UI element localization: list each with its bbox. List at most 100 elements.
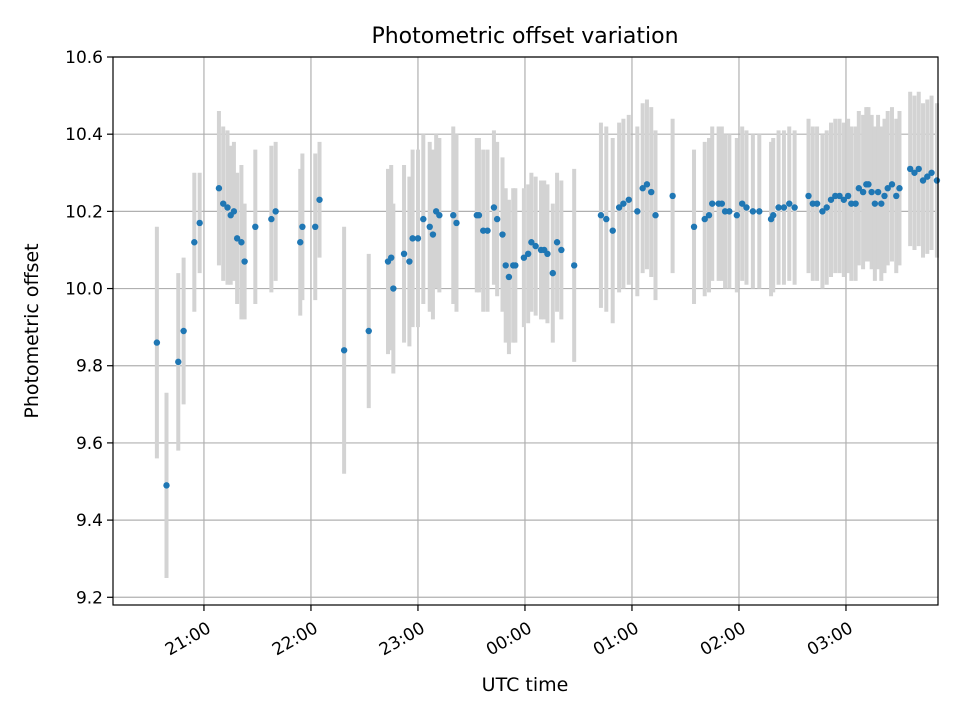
data-point (414, 235, 422, 242)
y-tick-label: 9.8 (76, 357, 103, 377)
data-point (775, 204, 782, 211)
data-point (499, 231, 506, 238)
data-point (224, 204, 231, 211)
data-point (215, 185, 223, 192)
data-point (603, 215, 610, 223)
data-point (840, 196, 848, 203)
data-point (406, 258, 413, 265)
data-point (690, 223, 698, 231)
y-tick-label: 10.2 (65, 202, 103, 222)
data-point (844, 192, 852, 200)
data-point (597, 212, 605, 219)
y-axis-label: Photometric offset (21, 243, 43, 418)
data-point (299, 223, 306, 231)
data-point (780, 204, 788, 211)
data-point (297, 239, 304, 246)
data-point (718, 200, 726, 207)
data-point (220, 200, 227, 207)
y-tick-label: 10.0 (65, 280, 103, 300)
data-point (520, 254, 528, 261)
data-point (743, 204, 750, 211)
data-point (426, 223, 433, 231)
data-point (241, 258, 248, 265)
data-point (450, 212, 457, 219)
data-point (609, 227, 616, 234)
data-point (453, 219, 460, 227)
data-point (625, 196, 632, 203)
data-point (871, 200, 879, 207)
y-tick-label: 9.4 (76, 511, 103, 531)
y-tick-label: 9.6 (76, 434, 103, 454)
data-point (153, 339, 161, 346)
data-point (553, 239, 561, 246)
data-point (874, 188, 882, 196)
data-point (928, 169, 935, 176)
data-point (549, 269, 556, 277)
data-point (705, 212, 713, 219)
data-point (756, 208, 763, 215)
data-point (390, 285, 397, 292)
data-point (896, 185, 903, 192)
data-point (906, 165, 914, 173)
data-point (233, 235, 241, 242)
data-point (196, 219, 203, 227)
data-point (570, 262, 578, 269)
data-point (558, 246, 565, 254)
data-point (388, 254, 395, 261)
data-point (648, 188, 655, 196)
data-point (524, 250, 532, 258)
data-point (502, 262, 509, 269)
data-point (505, 273, 513, 281)
data-point (615, 204, 623, 211)
data-point (827, 196, 835, 203)
data-point (738, 200, 746, 207)
data-point (669, 192, 676, 200)
data-point (175, 358, 182, 366)
data-point (836, 192, 843, 200)
data-point (884, 185, 891, 192)
data-point (813, 200, 821, 207)
data-point (475, 212, 483, 219)
data-point (915, 165, 922, 173)
data-point (409, 235, 416, 242)
data-point (512, 262, 519, 269)
data-point (888, 181, 896, 188)
data-point (180, 327, 187, 335)
data-point (791, 204, 798, 211)
data-point (191, 239, 198, 246)
data-point (493, 215, 501, 223)
data-point (652, 212, 659, 219)
data-point (749, 208, 757, 215)
data-point (701, 215, 708, 223)
data-point (786, 200, 793, 207)
data-point (272, 208, 279, 215)
data-point (924, 173, 931, 180)
data-point (893, 192, 900, 200)
x-axis-label: UTC time (482, 674, 569, 696)
data-point (855, 185, 863, 192)
data-point (252, 223, 259, 231)
data-point (878, 200, 885, 207)
data-point (316, 196, 323, 203)
data-point (230, 208, 238, 215)
data-point (709, 200, 716, 207)
data-point (490, 204, 498, 211)
data-point (933, 177, 941, 184)
data-point (819, 208, 826, 215)
data-point (823, 204, 830, 211)
data-point (340, 347, 348, 354)
data-point (544, 250, 551, 258)
data-point (852, 200, 859, 207)
data-point (620, 200, 627, 207)
data-point (420, 215, 427, 223)
data-point (859, 188, 867, 196)
data-point (639, 185, 646, 192)
chart-title: Photometric offset variation (371, 24, 678, 49)
data-point (528, 239, 535, 246)
data-point (726, 208, 733, 215)
data-point (634, 208, 641, 215)
data-point (805, 192, 812, 200)
data-point (163, 482, 170, 489)
